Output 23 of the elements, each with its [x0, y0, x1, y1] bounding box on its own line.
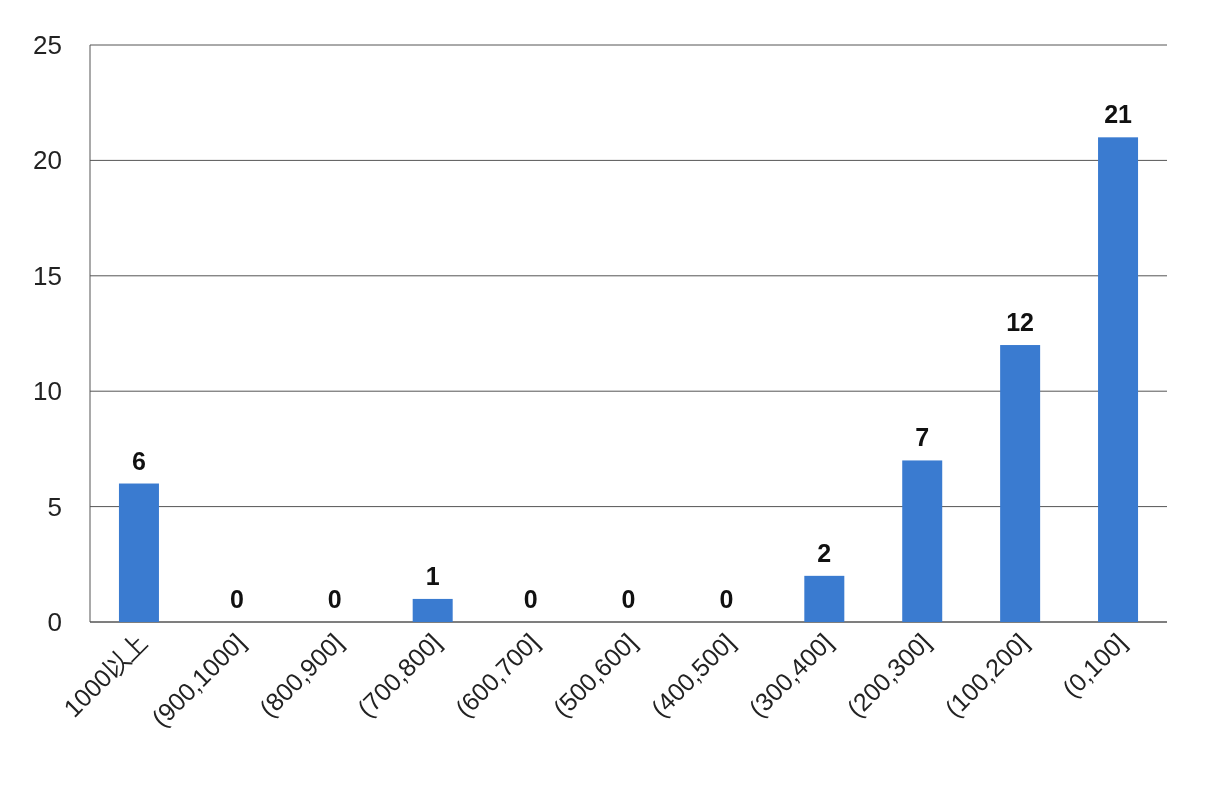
- y-tick-label: 5: [47, 491, 62, 522]
- y-tick-label: 0: [47, 607, 62, 637]
- data-label: 0: [229, 585, 244, 613]
- y-tick-label: 20: [33, 145, 62, 176]
- data-label: 7: [915, 423, 930, 452]
- bar: [1000, 345, 1041, 622]
- bar: [804, 575, 845, 622]
- y-tick-label: 10: [33, 376, 62, 407]
- bar: [412, 598, 453, 622]
- data-label: 21: [1104, 100, 1133, 129]
- data-label: 12: [1006, 308, 1035, 337]
- bar: [1098, 137, 1139, 622]
- data-label: 0: [523, 585, 538, 613]
- data-label: 0: [719, 585, 734, 613]
- y-tick-label: 25: [33, 30, 62, 60]
- bar: [118, 483, 159, 622]
- data-label: 1: [425, 561, 440, 590]
- data-label: 6: [132, 446, 146, 475]
- data-label: 0: [327, 585, 342, 613]
- data-label: 2: [817, 538, 832, 567]
- data-label: 0: [621, 585, 636, 613]
- bar: [902, 460, 943, 622]
- y-tick-label: 15: [33, 260, 62, 291]
